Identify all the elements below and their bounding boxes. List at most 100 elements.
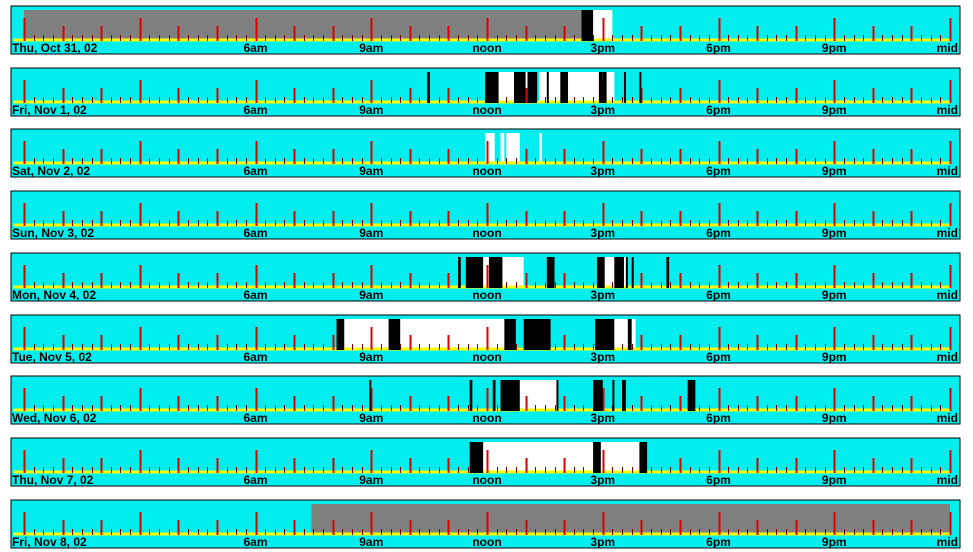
x-tick-label: 9pm <box>822 473 847 487</box>
x-tick-label: noon <box>472 226 501 240</box>
x-tick-label: noon <box>472 411 501 425</box>
event-mark <box>523 319 551 350</box>
x-tick-label: 9pm <box>822 350 847 364</box>
active-region <box>506 133 520 163</box>
x-tick-label: 9pm <box>822 226 847 240</box>
event-mark <box>369 380 372 411</box>
x-tick-label: 9pm <box>822 103 847 117</box>
x-tick-label: 3pm <box>590 41 615 55</box>
x-tick-label: 3pm <box>590 103 615 117</box>
x-tick-label: 6pm <box>706 164 731 178</box>
event-mark <box>666 257 670 288</box>
event-mark <box>639 72 642 103</box>
day-panel: Thu, Oct 31, 02 6am 9am noon 3pm 6pm 9pm mid <box>10 5 961 55</box>
x-tick-label: mid <box>937 164 958 178</box>
x-tick-label: 6am <box>243 535 267 549</box>
day-label: Tue, Nov 5, 02 <box>12 350 92 364</box>
x-tick-label: 3pm <box>590 535 615 549</box>
x-tick-label: 9am <box>359 350 383 364</box>
event-mark <box>500 380 520 411</box>
event-mark <box>593 442 601 473</box>
x-tick-label: mid <box>937 288 958 302</box>
day-panel: Fri, Nov 1, 02 6am 9am noon 3pm 6pm 9pm mid <box>10 67 961 117</box>
x-tick-label: 6am <box>243 473 267 487</box>
x-tick-label: 6pm <box>706 535 731 549</box>
x-tick-label: noon <box>472 103 501 117</box>
day-panel: Fri, Nov 8, 02 6am 9am noon 3pm 6pm 9pm mid <box>10 499 961 549</box>
x-tick-label: mid <box>937 103 958 117</box>
x-tick-label: noon <box>472 535 501 549</box>
event-mark <box>469 442 484 473</box>
x-tick-label: 6pm <box>706 473 731 487</box>
x-tick-label: 9pm <box>822 411 847 425</box>
x-tick-label: mid <box>937 41 958 55</box>
x-tick-label: 6am <box>243 103 267 117</box>
active-region <box>336 319 516 349</box>
event-mark <box>514 72 526 103</box>
event-mark <box>627 319 632 350</box>
x-tick-label: 9pm <box>822 41 847 55</box>
event-mark <box>612 380 615 411</box>
day-label: Thu, Oct 31, 02 <box>12 41 98 55</box>
day-label: Wed, Nov 6, 02 <box>12 411 97 425</box>
event-mark <box>687 380 696 411</box>
no-data-region <box>311 504 951 534</box>
event-mark <box>623 72 626 103</box>
day-panel: Wed, Nov 6, 02 6am 9am noon 3pm 6pm 9pm mid <box>10 375 961 425</box>
x-tick-label: 9am <box>359 41 383 55</box>
x-tick-label: 6pm <box>706 226 731 240</box>
x-tick-label: 6pm <box>706 350 731 364</box>
day-panel: Thu, Nov 7, 02 6am 9am noon 3pm 6pm 9pm mid <box>10 437 961 487</box>
event-mark <box>614 257 624 288</box>
event-mark <box>388 319 401 350</box>
x-tick-label: 9am <box>359 535 383 549</box>
x-tick-label: noon <box>472 288 501 302</box>
active-region <box>469 442 646 472</box>
day-panel: Tue, Nov 5, 02 6am 9am noon 3pm 6pm 9pm mid <box>10 314 961 364</box>
x-tick-label: noon <box>472 41 501 55</box>
event-mark <box>602 72 607 103</box>
x-tick-label: 6pm <box>706 411 731 425</box>
x-tick-label: 3pm <box>590 226 615 240</box>
x-tick-label: 3pm <box>590 411 615 425</box>
active-region <box>500 133 505 163</box>
x-tick-label: 9pm <box>822 164 847 178</box>
x-tick-label: 9am <box>359 226 383 240</box>
x-tick-label: 6am <box>243 41 267 55</box>
no-data-region <box>24 10 582 40</box>
day-label: Mon, Nov 4, 02 <box>12 288 96 302</box>
x-tick-label: 9am <box>359 288 383 302</box>
event-mark <box>598 72 603 103</box>
x-tick-label: 9am <box>359 473 383 487</box>
x-tick-label: 9am <box>359 103 383 117</box>
x-tick-label: 6pm <box>706 41 731 55</box>
day-panel-background <box>10 375 961 425</box>
x-tick-label: mid <box>937 535 958 549</box>
event-mark <box>595 319 615 350</box>
day-panel-background <box>10 190 961 240</box>
x-tick-label: mid <box>937 350 958 364</box>
x-tick-label: 3pm <box>590 288 615 302</box>
x-tick-label: 3pm <box>590 473 615 487</box>
x-tick-label: 6pm <box>706 103 731 117</box>
event-mark <box>546 257 555 288</box>
x-tick-label: 6am <box>243 411 267 425</box>
x-tick-label: 6am <box>243 226 267 240</box>
day-label: Sun, Nov 3, 02 <box>12 226 94 240</box>
x-tick-label: 3pm <box>590 350 615 364</box>
x-tick-label: mid <box>937 473 958 487</box>
event-mark <box>458 257 461 288</box>
active-region <box>539 133 542 163</box>
event-mark <box>492 380 496 411</box>
x-tick-label: mid <box>937 226 958 240</box>
day-label: Fri, Nov 8, 02 <box>12 535 87 549</box>
day-panel: Sat, Nov 2, 02 6am 9am noon 3pm 6pm 9pm mid <box>10 128 961 178</box>
x-tick-label: 3pm <box>590 164 615 178</box>
day-panel: Mon, Nov 4, 02 6am 9am noon 3pm 6pm 9pm mid <box>10 252 961 302</box>
x-tick-label: 9pm <box>822 535 847 549</box>
day-label: Sat, Nov 2, 02 <box>12 164 90 178</box>
x-tick-label: 6am <box>243 164 267 178</box>
x-tick-label: 6am <box>243 288 267 302</box>
event-mark <box>593 380 603 411</box>
x-tick-label: noon <box>472 473 501 487</box>
